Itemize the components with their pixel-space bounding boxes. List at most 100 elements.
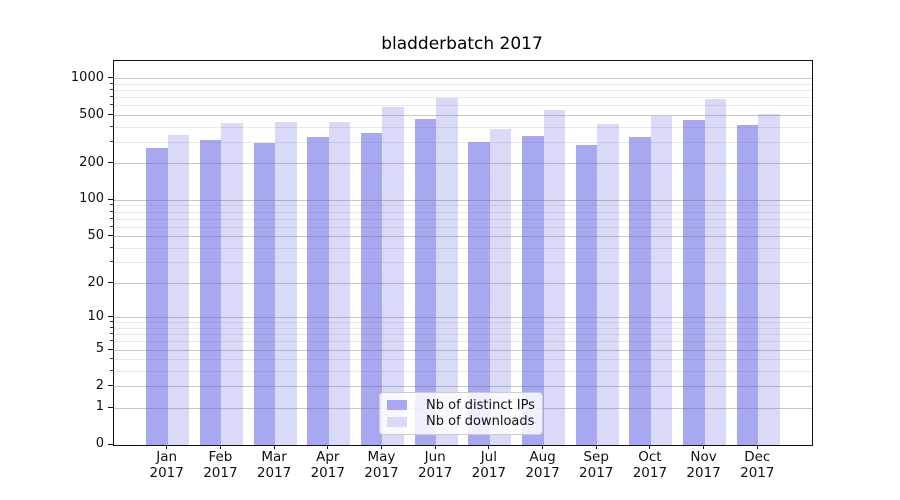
x-tick-month: Nov: [690, 449, 717, 465]
x-tick-year: 2017: [471, 464, 507, 481]
major-gridline: [114, 115, 812, 116]
y-tick-label: 200: [79, 154, 104, 170]
x-tick-year: 2017: [364, 464, 399, 481]
bar-downloads-mar: [275, 122, 297, 445]
x-tick-label: Aug 2017: [511, 449, 575, 481]
x-tick-mark: [703, 445, 705, 449]
x-tick-month: May: [367, 449, 396, 465]
x-tick-month: Aug: [529, 449, 556, 465]
y-minor-tick-mark: [110, 225, 113, 227]
x-tick-mark: [488, 445, 490, 449]
bar-distinct-ips-nov: [683, 119, 705, 445]
bar-distinct-ips-jun: [414, 119, 437, 445]
bar-downloads-feb: [221, 123, 243, 445]
y-tick-label: 500: [79, 106, 104, 122]
legend-label-distinct-ips: Nb of distinct IPs: [426, 397, 535, 413]
y-minor-tick-mark: [110, 370, 113, 372]
bar-distinct-ips-jan: [146, 147, 168, 445]
y-minor-tick-mark: [110, 358, 113, 360]
bar-downloads-sep: [597, 124, 619, 445]
x-tick-label: Jul 2017: [457, 449, 521, 481]
x-tick-label: Apr 2017: [296, 449, 360, 481]
y-tick-label: 0: [95, 436, 104, 451]
y-minor-tick-mark: [110, 204, 113, 206]
x-tick-label: Mar 2017: [242, 449, 306, 481]
y-tick-mark: [108, 385, 113, 387]
y-tick-label: 1000: [70, 69, 104, 85]
bar-downloads-jan: [167, 135, 190, 445]
y-tick-mark: [108, 282, 113, 284]
x-tick-label: Nov 2017: [672, 449, 736, 481]
y-minor-tick-mark: [110, 333, 113, 335]
x-tick-month: Jul: [480, 449, 497, 465]
minor-gridline: [114, 126, 812, 128]
minor-gridline: [114, 211, 812, 213]
y-tick-mark: [108, 406, 113, 408]
minor-gridline: [114, 247, 812, 249]
minor-gridline: [114, 142, 812, 143]
x-tick-year: 2017: [256, 464, 292, 481]
x-tick-mark: [756, 445, 758, 449]
chart-title: bladderbatch 2017: [381, 34, 543, 54]
y-tick-label: 2: [95, 377, 104, 393]
x-tick-year: 2017: [686, 464, 721, 481]
y-minor-tick-mark: [110, 327, 113, 329]
plot-area: [113, 60, 813, 446]
legend-swatch-downloads: [387, 416, 407, 427]
minor-gridline: [114, 262, 812, 264]
bar-downloads-oct: [650, 115, 673, 445]
bar-downloads-apr: [328, 121, 351, 445]
x-tick-mark: [649, 445, 651, 449]
bar-distinct-ips-jul: [468, 141, 490, 445]
y-tick-label: 1: [95, 399, 104, 415]
y-minor-tick-mark: [110, 104, 113, 106]
x-tick-month: Apr: [316, 449, 340, 465]
bar-downloads-dec: [758, 113, 780, 445]
y-minor-tick-mark: [110, 321, 113, 323]
minor-gridline: [114, 334, 812, 336]
bar-distinct-ips-sep: [575, 145, 598, 445]
bar-downloads-may: [382, 106, 404, 445]
major-gridline: [114, 199, 812, 201]
bar-downloads-nov: [704, 99, 727, 445]
legend-item-distinct-ips: Nb of distinct IPs: [387, 397, 535, 413]
y-minor-tick-mark: [110, 141, 113, 142]
x-tick-month: Mar: [261, 449, 287, 465]
bar-distinct-ips-feb: [199, 139, 222, 445]
x-tick-year: 2017: [632, 464, 668, 481]
major-gridline: [114, 78, 812, 80]
major-gridline: [114, 236, 812, 238]
y-tick-mark: [108, 162, 113, 164]
y-minor-tick-mark: [110, 96, 113, 98]
y-tick-label: 5: [95, 341, 104, 357]
y-minor-tick-mark: [110, 217, 113, 219]
y-tick-label: 50: [87, 227, 104, 243]
x-tick-mark: [327, 445, 329, 449]
x-tick-year: 2017: [149, 464, 184, 481]
minor-gridline: [114, 218, 812, 220]
major-gridline: [114, 386, 812, 388]
bar-distinct-ips-dec: [736, 124, 759, 445]
x-tick-label: Jan 2017: [135, 449, 199, 481]
x-tick-year: 2017: [310, 464, 345, 481]
x-tick-label: Dec 2017: [725, 449, 789, 481]
minor-gridline: [114, 226, 812, 228]
major-gridline: [114, 283, 812, 285]
major-gridline: [114, 163, 812, 165]
x-tick-label: Jun 2017: [403, 449, 467, 481]
legend-item-downloads: Nb of downloads: [387, 414, 534, 430]
x-tick-month: Oct: [638, 449, 662, 465]
x-tick-mark: [595, 445, 597, 449]
minor-gridline: [114, 105, 812, 107]
legend-swatch-distinct-ips: [387, 400, 407, 411]
x-tick-mark: [166, 445, 168, 449]
legend-label-downloads: Nb of downloads: [426, 414, 535, 430]
y-minor-tick-mark: [110, 89, 113, 91]
x-tick-year: 2017: [417, 464, 453, 481]
y-tick-label: 20: [87, 274, 104, 290]
bar-distinct-ips-mar: [253, 143, 276, 445]
x-tick-mark: [542, 445, 544, 449]
minor-gridline: [114, 341, 812, 343]
y-tick-mark: [108, 443, 113, 445]
x-tick-label: Sep 2017: [564, 449, 628, 481]
